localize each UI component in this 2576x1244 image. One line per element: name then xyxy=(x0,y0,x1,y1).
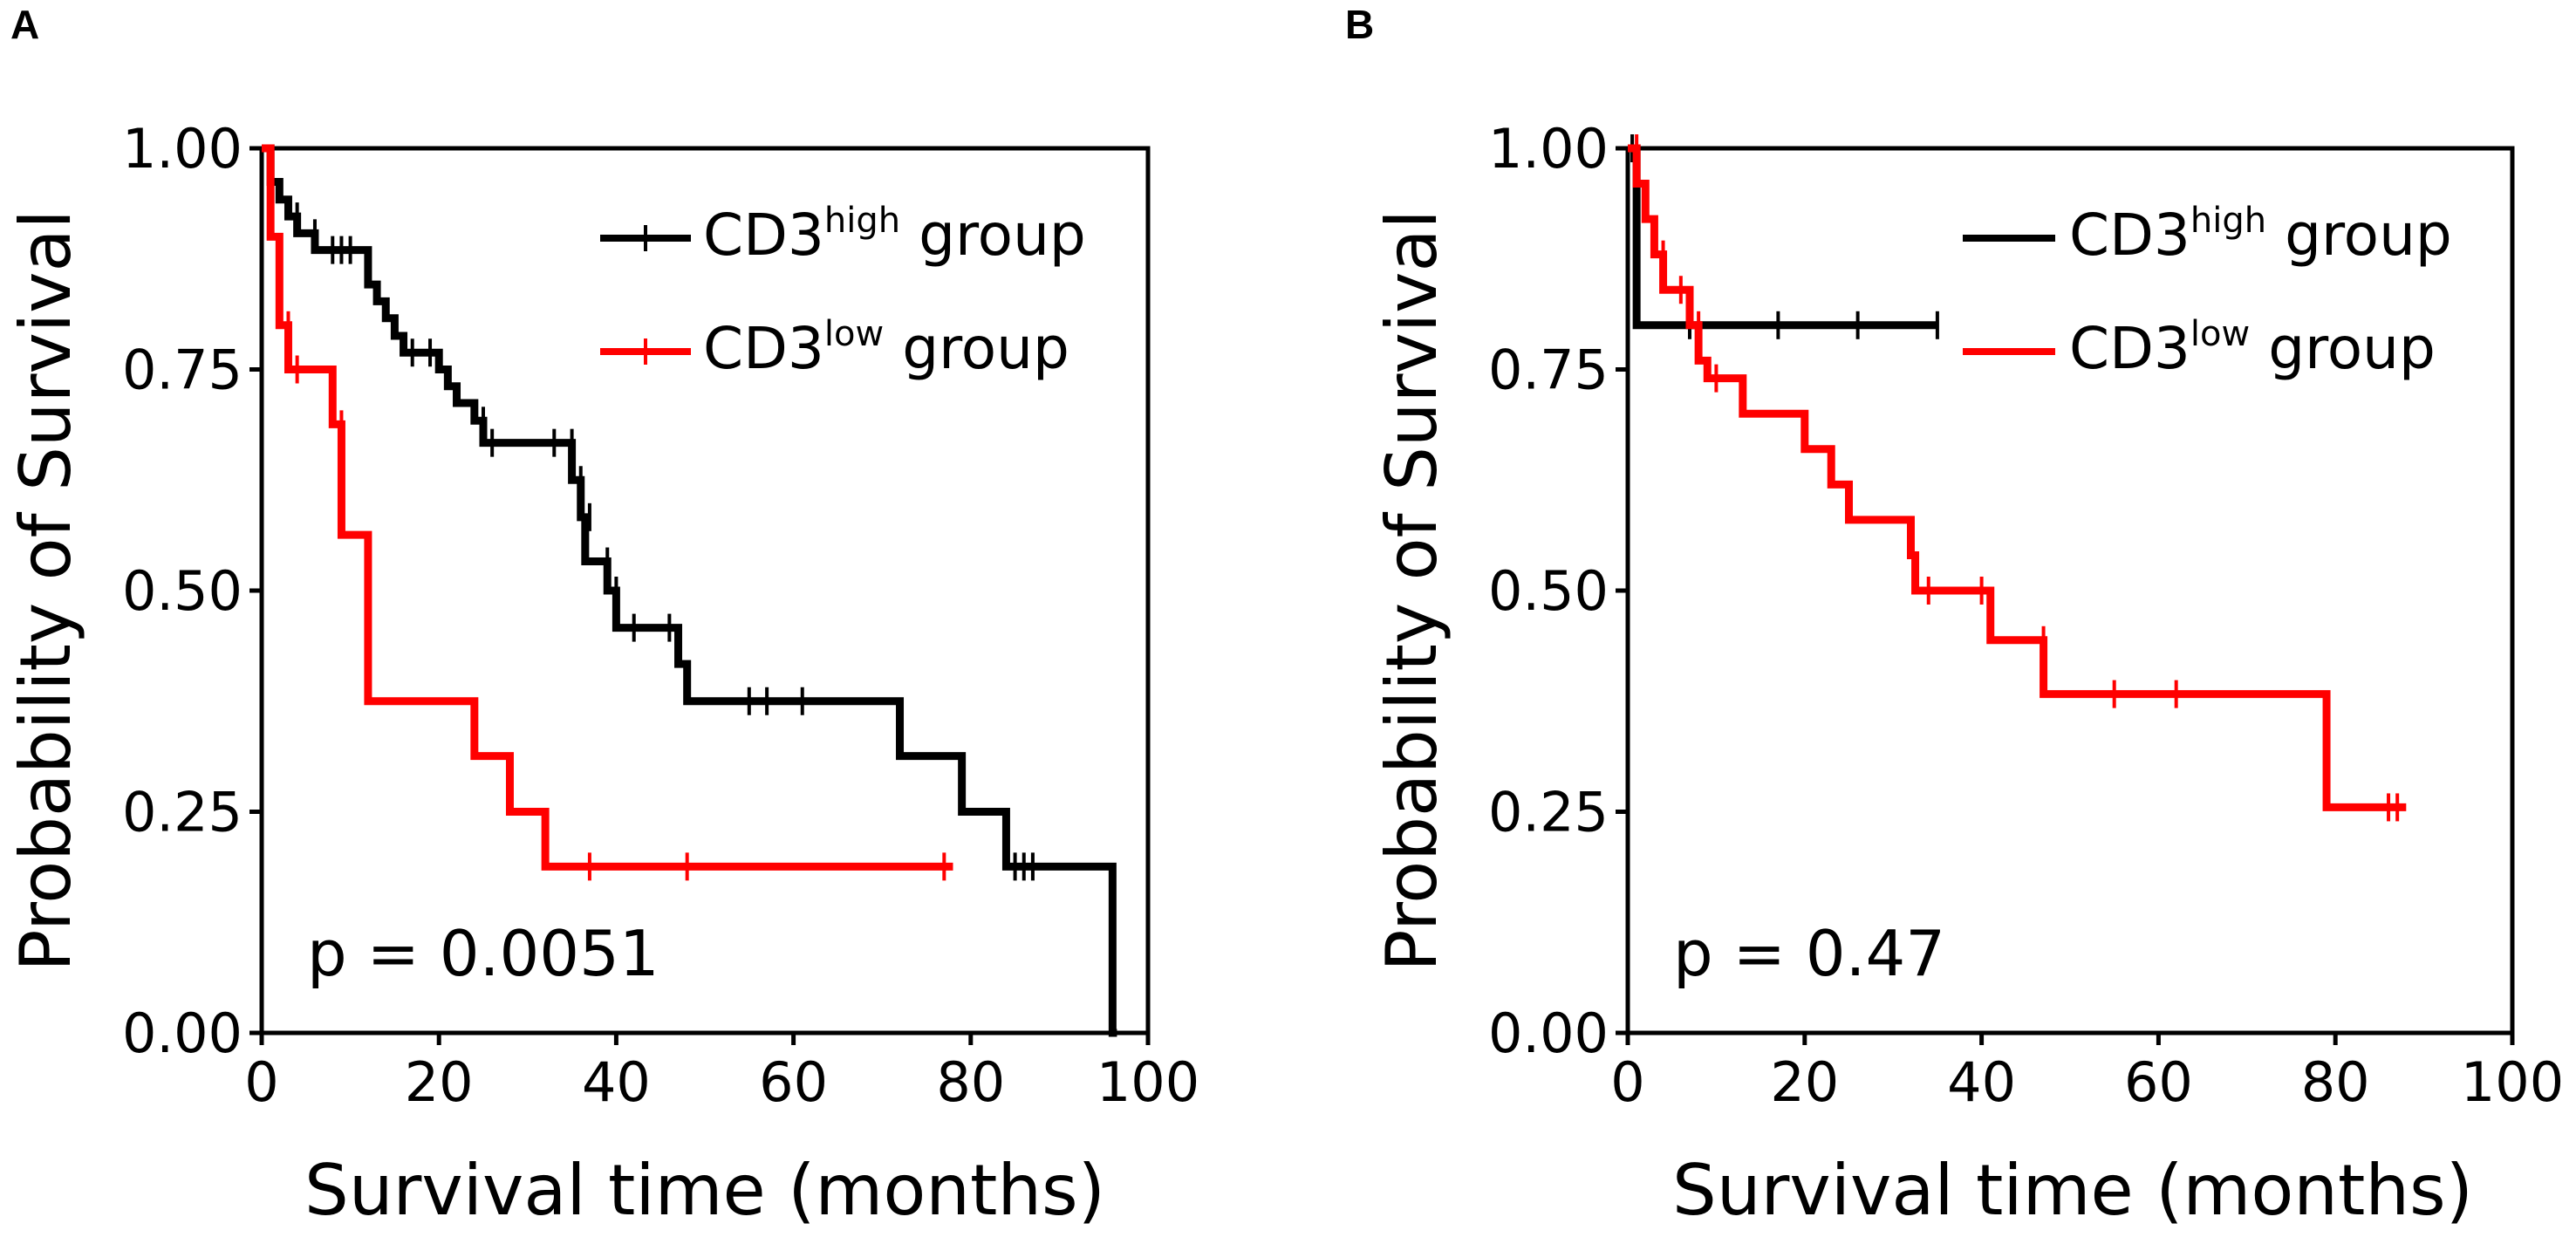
x-tick-label: 80 xyxy=(936,1050,1005,1114)
km-curve-cd3low-group xyxy=(262,144,953,871)
y-tick-label: 0.25 xyxy=(122,781,243,844)
legend-suffix: group xyxy=(2266,202,2452,269)
plot-frame-b xyxy=(1625,146,2515,1036)
y-tick-label: 0.00 xyxy=(122,1001,243,1065)
legend-label-cd3low-b: CD3low group xyxy=(2069,314,2436,382)
legend-b: CD3high group CD3low group xyxy=(1963,201,2452,382)
km-curve-cd3low-group xyxy=(1628,144,2407,811)
legend-sup: low xyxy=(824,314,884,354)
legend-a: CD3high group CD3low group xyxy=(600,201,1086,382)
y-tick-label: 0.75 xyxy=(1488,338,1609,402)
panel-a: A Probability of Survival Survival time … xyxy=(5,2,1199,1231)
x-tick-label: 80 xyxy=(2301,1050,2370,1114)
km-curve-cd3high-group xyxy=(1628,144,1937,330)
y-tick-label: 0.50 xyxy=(122,559,243,623)
y-axis-title-b: Probability of Survival xyxy=(1371,209,1452,971)
legend-sup: low xyxy=(2190,314,2250,354)
x-tick-label: 100 xyxy=(1097,1050,1199,1114)
x-tick-label: 40 xyxy=(582,1050,651,1114)
x-tick-label: 40 xyxy=(1947,1050,2016,1114)
x-tick-label: 60 xyxy=(759,1050,828,1114)
p-value-a: p = 0.0051 xyxy=(307,917,659,990)
y-tick-label: 0.75 xyxy=(122,338,243,402)
plot-frame-a xyxy=(259,146,1151,1036)
x-tick-label: 60 xyxy=(2124,1050,2193,1114)
x-tick-label: 0 xyxy=(244,1050,278,1114)
panel-b: B Probability of Survival Survival time … xyxy=(1345,2,2564,1231)
legend-sup: high xyxy=(824,201,900,241)
y-tick-label: 0.00 xyxy=(1488,1001,1609,1065)
y-tick-label: 0.50 xyxy=(1488,559,1609,623)
ticks-a: 0 20 40 60 80 100 0.00 0.25 0.50 0.75 1.00 xyxy=(122,117,1199,1114)
legend-base: CD3 xyxy=(2069,202,2190,269)
x-tick-label: 0 xyxy=(1610,1050,1644,1114)
ticks-b: 0 20 40 60 80 100 0.00 0.25 0.50 0.75 1.00 xyxy=(1488,117,2564,1114)
legend-base: CD3 xyxy=(2069,315,2190,382)
x-tick-label: 20 xyxy=(405,1050,474,1114)
x-axis-title-a: Survival time (months) xyxy=(304,1150,1105,1231)
legend-sup: high xyxy=(2190,201,2266,241)
y-tick-label: 0.25 xyxy=(1488,781,1609,844)
legend-label-cd3low-a: CD3low group xyxy=(703,314,1069,382)
legend-label-cd3high-a: CD3high group xyxy=(703,201,1086,269)
series-group-b xyxy=(1628,134,2407,822)
legend-label-cd3high-b: CD3high group xyxy=(2069,201,2452,269)
series-group-a xyxy=(262,144,1117,1037)
panel-label-b: B xyxy=(1345,2,1374,47)
km-curve-cd3high-group xyxy=(262,144,1117,1037)
p-value-b: p = 0.47 xyxy=(1673,917,1945,990)
x-axis-title-b: Survival time (months) xyxy=(1672,1150,2473,1231)
legend-base: CD3 xyxy=(703,202,824,269)
legend-suffix: group xyxy=(884,315,1069,382)
y-tick-label: 1.00 xyxy=(1488,117,1609,181)
y-tick-label: 1.00 xyxy=(122,117,243,181)
y-axis-title-a: Probability of Survival xyxy=(5,209,86,971)
legend-suffix: group xyxy=(900,202,1086,269)
panel-label-a: A xyxy=(10,2,39,47)
x-tick-label: 100 xyxy=(2461,1050,2564,1114)
x-tick-label: 20 xyxy=(1770,1050,1839,1114)
legend-suffix: group xyxy=(2250,315,2436,382)
legend-base: CD3 xyxy=(703,315,824,382)
